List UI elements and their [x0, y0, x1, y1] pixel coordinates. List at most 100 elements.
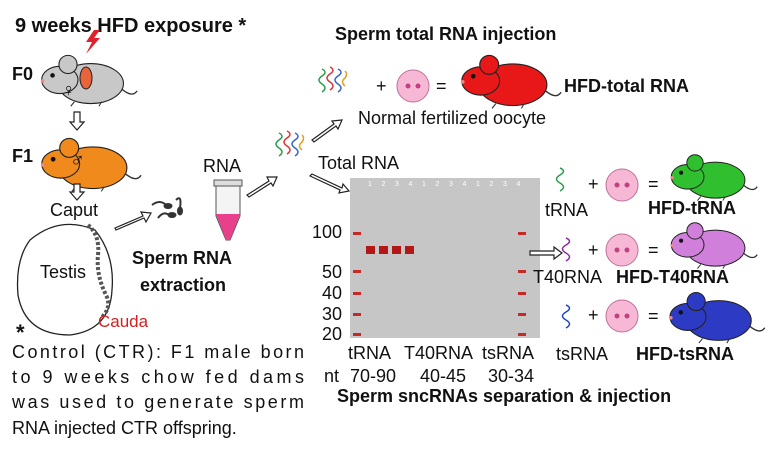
lane-number: 2	[490, 181, 494, 188]
arrow	[68, 183, 86, 201]
shape	[605, 299, 639, 333]
shape	[213, 179, 243, 187]
ladder-label: 20	[322, 324, 342, 344]
rna-squiggle	[555, 167, 565, 192]
plus: +	[588, 240, 599, 260]
arrow	[311, 119, 343, 143]
sperm	[151, 197, 183, 219]
footnote-mark: *	[16, 320, 25, 345]
lightning	[86, 30, 100, 54]
shape	[163, 203, 173, 209]
shape	[392, 246, 401, 254]
shape	[614, 313, 620, 319]
oocyte	[605, 168, 639, 202]
footnote-line: RNA injected CTR offspring.	[12, 418, 237, 438]
footnote-line: was used to generate sperm	[11, 392, 304, 412]
arrow	[68, 111, 86, 131]
oocyte-label: Normal fertilized oocyte	[358, 108, 546, 128]
lane-number: 2	[382, 181, 386, 188]
footnote-line: to 9 weeks chow fed dams	[12, 367, 304, 387]
oocyte	[605, 233, 639, 267]
shape	[518, 270, 526, 273]
shape	[353, 313, 361, 316]
plus: +	[588, 174, 599, 194]
arrow	[529, 245, 563, 261]
lane-number: 3	[449, 181, 453, 188]
lane-label: tsRNA	[482, 343, 534, 363]
ladder-label: 30	[322, 304, 342, 324]
size-label: 40-45	[420, 366, 466, 386]
rna-squiggle	[318, 66, 348, 93]
shape	[605, 168, 639, 202]
lane-number: 4	[463, 181, 467, 188]
rna-label: RNA	[203, 156, 241, 176]
shape	[405, 246, 414, 254]
rna-squiggle	[275, 130, 305, 157]
sex-symbol: ♀	[62, 80, 76, 100]
arrow	[308, 173, 351, 194]
mouse	[460, 54, 562, 110]
rna-squiggle	[561, 237, 571, 262]
ladder-label: 40	[322, 283, 342, 303]
result-label: HFD-tRNA	[648, 198, 736, 218]
footnote-line: Control (CTR): F1 male born	[12, 342, 304, 362]
testis-label: Testis	[40, 262, 86, 282]
result-label: HFD-total RNA	[564, 76, 689, 96]
shape	[624, 182, 630, 188]
equals: =	[648, 174, 659, 194]
oocyte	[605, 299, 639, 333]
caput-label: Caput	[50, 200, 98, 220]
shape	[614, 247, 620, 253]
shape	[175, 197, 182, 209]
generation-label: F1	[12, 146, 33, 166]
shape	[177, 206, 183, 216]
title: 9 weeks HFD exposure *	[15, 15, 246, 37]
mouse	[669, 154, 758, 202]
shape	[518, 232, 526, 235]
section-title: Sperm total RNA injection	[335, 24, 556, 44]
testis	[16, 223, 114, 336]
arrow	[114, 211, 152, 231]
f1-mouse	[40, 137, 142, 193]
bands	[366, 246, 414, 254]
shape	[415, 83, 421, 89]
gel	[350, 178, 540, 338]
uterus	[79, 66, 93, 90]
shape	[353, 270, 361, 273]
sex-symbol: ♂	[70, 150, 85, 172]
lane-numbers: 1 2 3 4 1 2 3 4 1 2 3 4	[368, 181, 521, 188]
equals: =	[648, 306, 659, 326]
shape	[366, 246, 375, 254]
shape	[167, 212, 177, 218]
ladder-label: 50	[322, 262, 342, 282]
shape	[614, 182, 620, 188]
cauda-label: Cauda	[98, 312, 149, 331]
plus: +	[376, 76, 387, 96]
shape	[605, 233, 639, 267]
shape	[216, 214, 240, 240]
result-label: HFD-tsRNA	[636, 344, 734, 364]
shape	[405, 83, 411, 89]
shape	[518, 313, 526, 316]
extraction-label: extraction	[140, 275, 226, 295]
equals: =	[648, 240, 659, 260]
shape	[353, 292, 361, 295]
epididymis	[86, 223, 111, 319]
lane-label: tRNA	[348, 343, 391, 363]
extraction-label: Sperm RNA	[132, 248, 232, 268]
rna-label: tsRNA	[556, 344, 608, 364]
gel-caption: Sperm sncRNAs separation & injection	[337, 386, 671, 406]
lane-number: 4	[409, 181, 413, 188]
shape	[624, 313, 630, 319]
shape	[379, 246, 388, 254]
ladder-label: 100	[312, 222, 342, 242]
shape	[353, 333, 361, 336]
shape	[518, 292, 526, 295]
unit-label: nt	[324, 366, 339, 386]
mouse	[668, 291, 766, 344]
shape	[353, 232, 361, 235]
equals: =	[436, 76, 447, 96]
plus: +	[588, 305, 599, 325]
lane-number: 1	[476, 181, 480, 188]
